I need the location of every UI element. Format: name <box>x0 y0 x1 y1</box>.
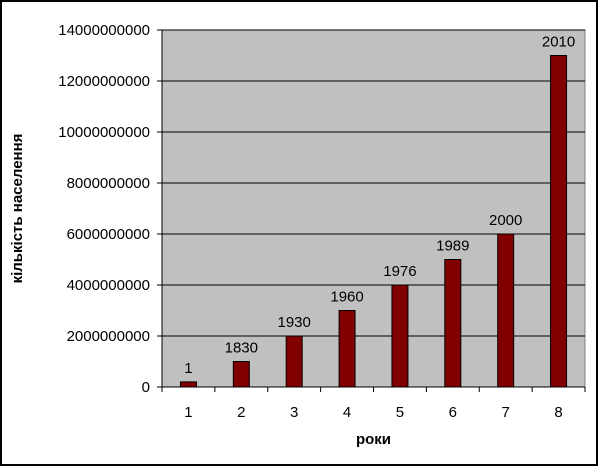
data-label: 2000 <box>489 212 522 229</box>
y-tick-label: 4000000000 <box>67 277 150 294</box>
plot-area <box>161 29 586 388</box>
y-tick-labels: 0 2000000000 4000000000 6000000000 800000000… <box>58 22 150 396</box>
data-label: 1960 <box>330 289 363 306</box>
y-tick-label: 10000000000 <box>58 124 150 141</box>
data-label: 2010 <box>542 34 575 51</box>
bar <box>285 335 303 388</box>
y-tick-label: 6000000000 <box>67 226 150 243</box>
x-tick-label: 1 <box>184 404 192 421</box>
x-tick-labels: 1 2 3 4 5 6 7 8 <box>184 404 562 421</box>
data-label: 1 <box>184 360 192 377</box>
bar <box>444 259 462 388</box>
x-axis-title: роки <box>356 431 391 448</box>
bar <box>338 310 356 388</box>
bar <box>497 233 515 388</box>
data-label: 1830 <box>225 340 258 357</box>
y-tick-label: 0 <box>142 379 150 396</box>
data-label: 1930 <box>278 314 311 331</box>
x-tick-label: 4 <box>343 404 351 421</box>
bar <box>232 361 250 388</box>
data-labels: 1 1830 1930 1960 1976 1989 2000 2010 <box>184 34 575 377</box>
bar <box>550 55 568 388</box>
y-tick-label: 14000000000 <box>58 22 150 39</box>
bar <box>391 284 409 388</box>
x-tick-label: 3 <box>290 404 298 421</box>
data-label: 1976 <box>383 263 416 280</box>
x-tick-label: 6 <box>449 404 457 421</box>
bars <box>179 55 568 388</box>
axes <box>157 29 586 392</box>
x-tick-label: 2 <box>237 404 245 421</box>
y-axis-title: кількість населення <box>9 134 26 284</box>
data-label: 1989 <box>436 238 469 255</box>
x-tick-label: 8 <box>554 404 562 421</box>
x-tick-label: 5 <box>396 404 404 421</box>
gridlines <box>162 29 585 337</box>
y-tick-label: 2000000000 <box>67 328 150 345</box>
y-tick-label: 12000000000 <box>58 73 150 90</box>
y-tick-label: 8000000000 <box>67 175 150 192</box>
x-tick-label: 7 <box>502 404 510 421</box>
bar <box>179 381 197 388</box>
